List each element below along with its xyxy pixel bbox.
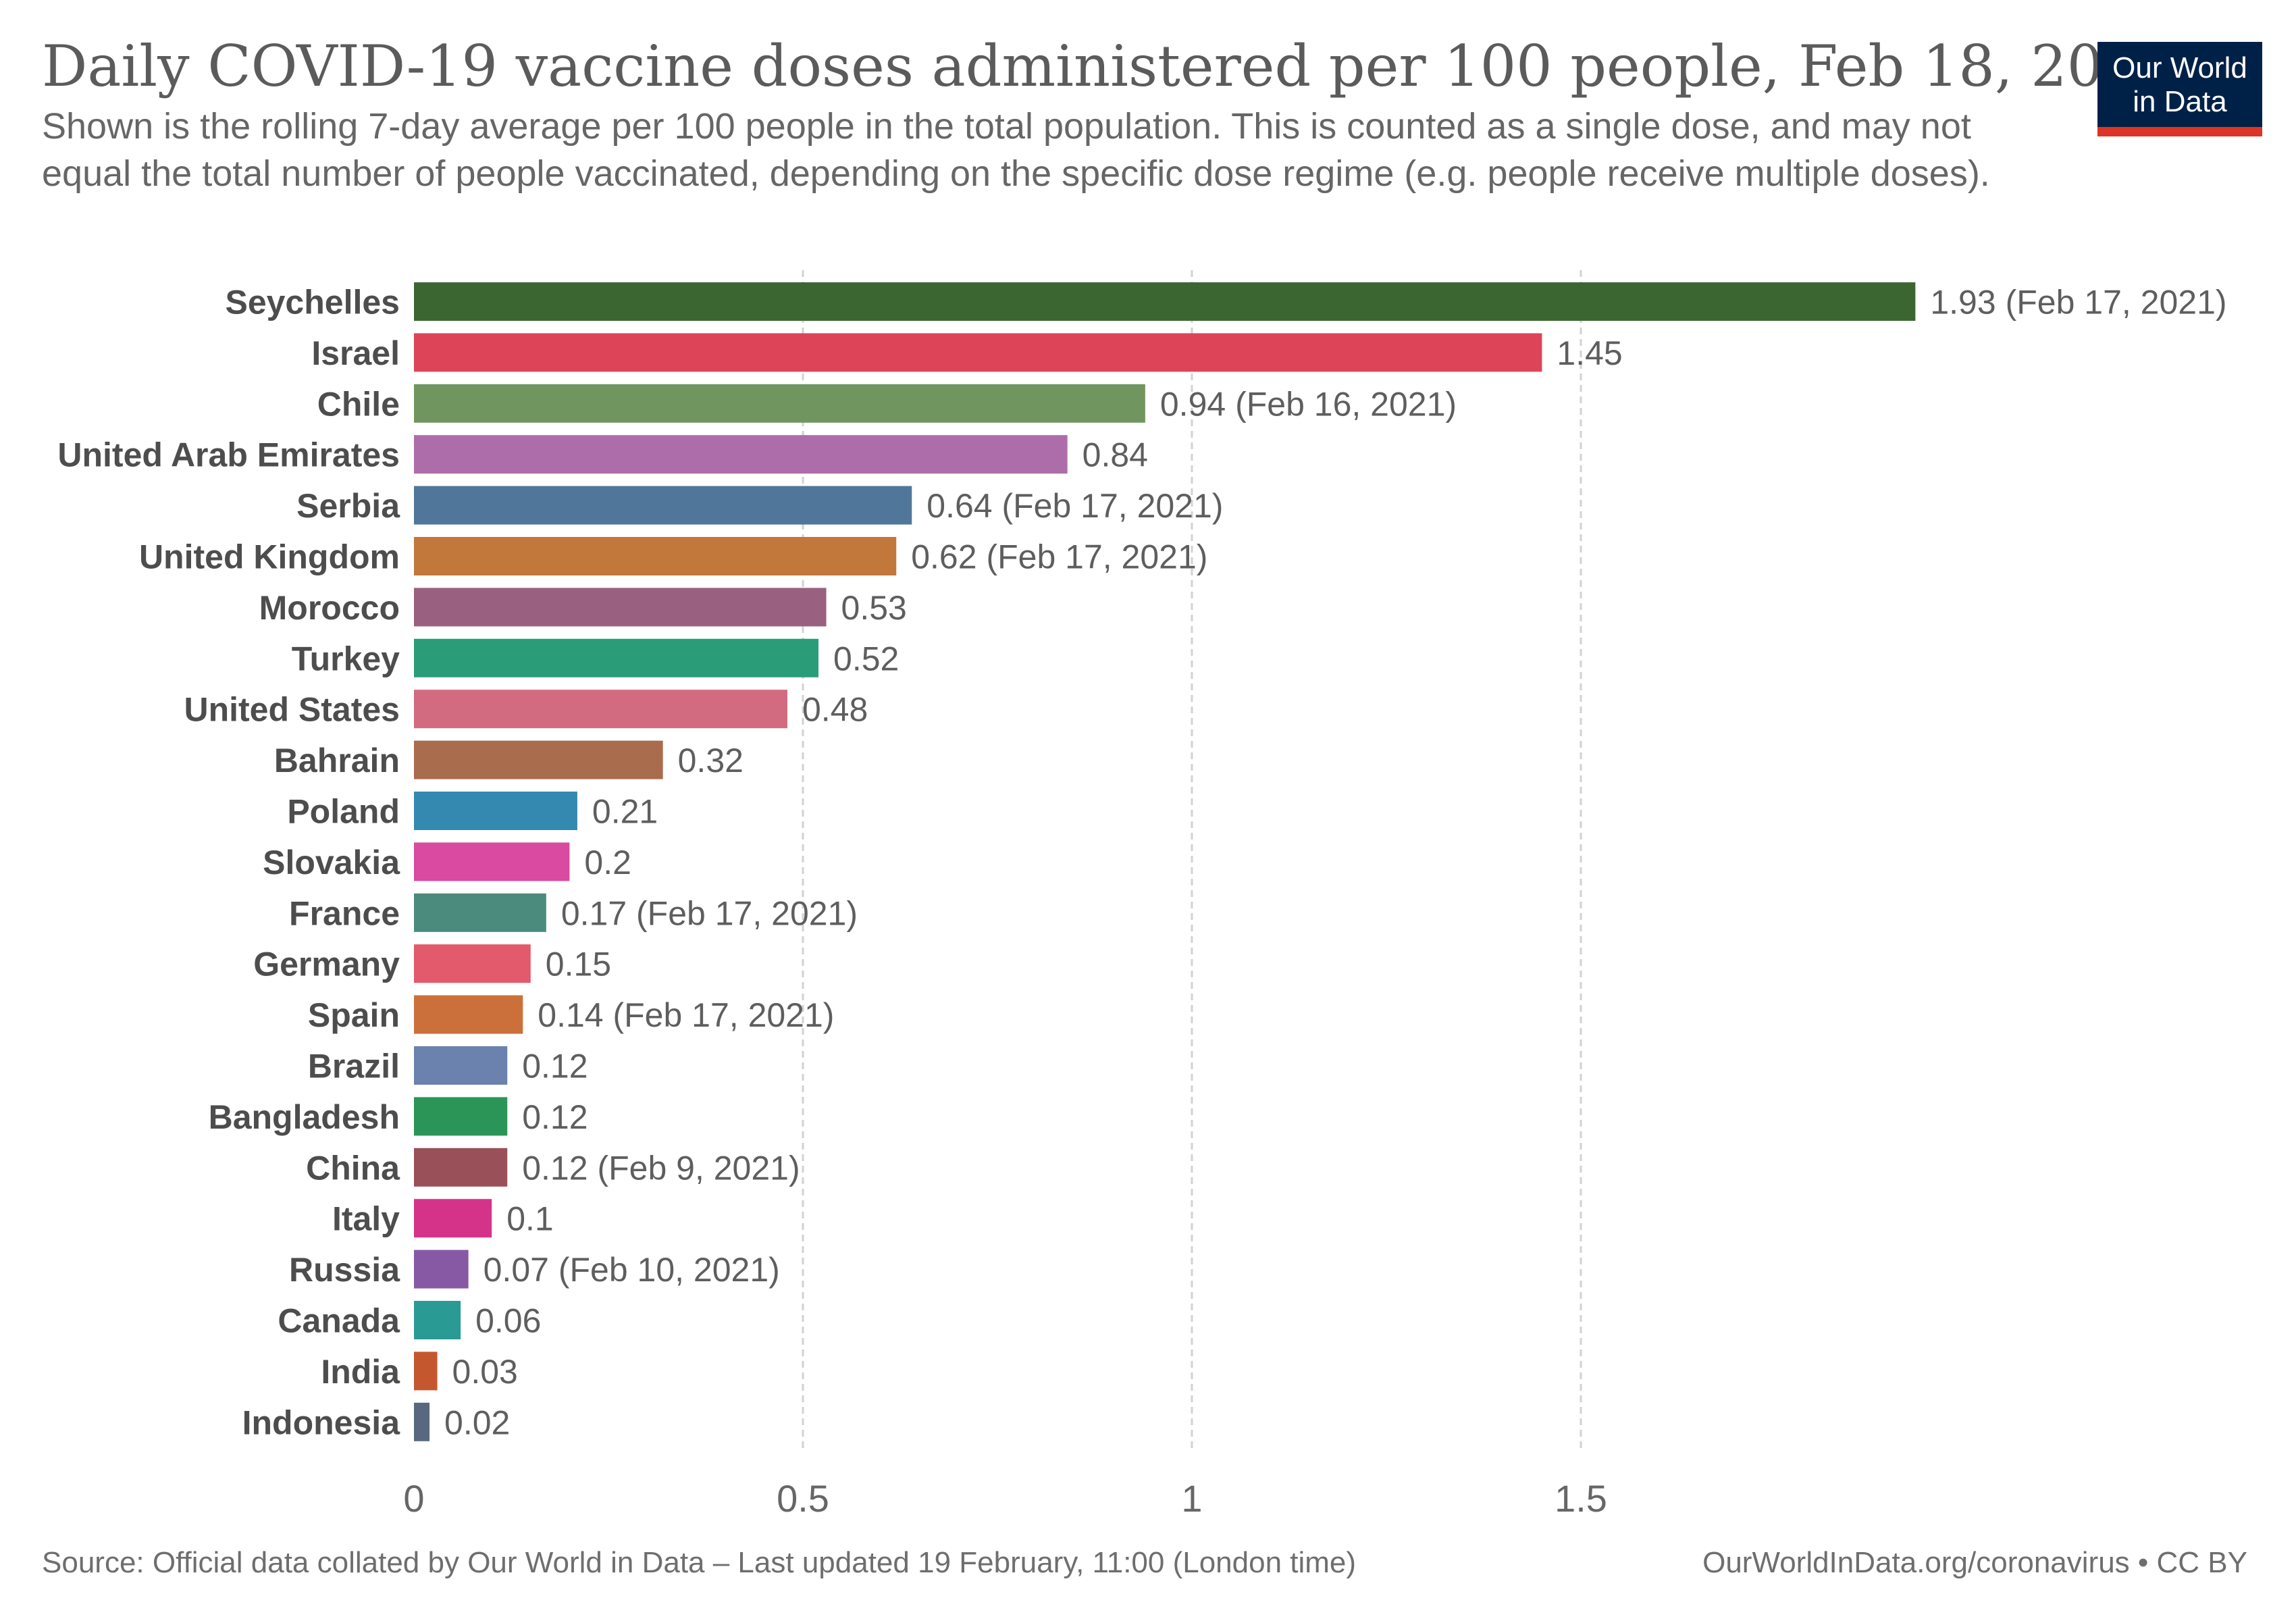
owid-logo[interactable]: Our World in Data: [2097, 42, 2262, 136]
value-label: 0.15: [546, 946, 611, 983]
x-tick-label: 0.5: [777, 1477, 829, 1520]
value-label: 0.84: [1082, 436, 1148, 474]
license-link[interactable]: OurWorldInData.org/coronavirus • CC BY: [1702, 1546, 2247, 1579]
bar[interactable]: [414, 1097, 508, 1136]
logo-line-2: in Data: [2133, 85, 2227, 118]
value-label: 0.12 (Feb 9, 2021): [522, 1149, 800, 1187]
x-tick-label: 1: [1181, 1477, 1202, 1520]
category-label[interactable]: Poland: [287, 793, 400, 831]
category-label[interactable]: China: [306, 1149, 400, 1187]
chart-title: Daily COVID-19 vaccine doses administere…: [42, 33, 2176, 99]
category-label[interactable]: Slovakia: [263, 844, 400, 881]
category-label[interactable]: Germany: [253, 946, 400, 983]
value-label: 0.48: [802, 691, 868, 729]
bar[interactable]: [414, 1148, 508, 1187]
bar[interactable]: [414, 537, 897, 575]
category-label[interactable]: Russia: [289, 1251, 400, 1289]
bar[interactable]: [414, 333, 1542, 372]
category-label[interactable]: United Arab Emirates: [57, 436, 400, 474]
category-label[interactable]: Turkey: [292, 640, 400, 677]
value-label: 1.45: [1557, 334, 1622, 372]
source-note: Source: Official data collated by Our Wo…: [42, 1546, 1357, 1579]
value-label: 0.2: [584, 844, 631, 881]
value-label: 0.62 (Feb 17, 2021): [911, 538, 1207, 576]
category-label[interactable]: United States: [184, 691, 400, 729]
category-label[interactable]: Chile: [317, 385, 400, 423]
value-label: 1.93 (Feb 17, 2021): [1930, 284, 2226, 321]
bar[interactable]: [414, 740, 663, 779]
bar[interactable]: [414, 1402, 430, 1441]
bar[interactable]: [414, 1250, 469, 1289]
value-label: 0.17 (Feb 17, 2021): [561, 894, 858, 932]
x-axis-ticks: 0 0.5 1 1.5: [403, 1477, 1607, 1520]
x-tick-label: 1.5: [1555, 1477, 1607, 1520]
bars: [414, 282, 1916, 1441]
bar[interactable]: [414, 638, 819, 677]
x-tick-label: 0: [403, 1477, 424, 1520]
bar[interactable]: [414, 1199, 492, 1238]
category-label[interactable]: Spain: [308, 996, 400, 1034]
category-label[interactable]: Brazil: [308, 1048, 400, 1085]
value-label: 0.12: [522, 1098, 588, 1136]
value-label: 0.21: [592, 793, 658, 831]
bar[interactable]: [414, 995, 523, 1034]
bar[interactable]: [414, 1301, 461, 1339]
bar[interactable]: [414, 690, 787, 729]
bar[interactable]: [414, 944, 531, 983]
value-label: 0.1: [506, 1200, 554, 1238]
category-label[interactable]: India: [321, 1353, 400, 1391]
bar[interactable]: [414, 282, 1916, 321]
value-label: 0.02: [444, 1404, 510, 1441]
value-label: 0.07 (Feb 10, 2021): [484, 1251, 780, 1289]
logo-stripe: [2097, 127, 2262, 136]
value-label: 0.06: [475, 1302, 541, 1340]
value-label: 0.12: [522, 1048, 588, 1085]
bar[interactable]: [414, 792, 577, 830]
value-label: 0.14 (Feb 17, 2021): [538, 996, 834, 1034]
chart-subtitle: Shown is the rolling 7-day average per 1…: [42, 106, 1990, 194]
bar[interactable]: [414, 893, 546, 932]
bar[interactable]: [414, 588, 827, 627]
category-label[interactable]: Morocco: [259, 589, 400, 627]
category-label[interactable]: Indonesia: [242, 1404, 401, 1441]
value-label: 0.03: [452, 1353, 518, 1391]
bar[interactable]: [414, 1352, 438, 1391]
category-label[interactable]: Israel: [311, 334, 400, 372]
category-label[interactable]: Bangladesh: [209, 1098, 400, 1136]
category-label[interactable]: France: [289, 894, 400, 932]
bar[interactable]: [414, 435, 1068, 474]
bar[interactable]: [414, 486, 912, 525]
category-label[interactable]: Canada: [278, 1302, 400, 1340]
category-label[interactable]: Serbia: [296, 487, 400, 525]
value-label: 0.32: [678, 742, 743, 779]
value-label: 0.52: [833, 640, 899, 677]
logo-line-1: Our World: [2112, 51, 2247, 84]
category-labels: Seychelles Israel Chile United Arab Emirate…: [57, 284, 400, 1442]
bar[interactable]: [414, 384, 1145, 423]
category-label[interactable]: Italy: [332, 1200, 400, 1238]
category-label[interactable]: Bahrain: [274, 742, 400, 779]
value-labels: 1.93 (Feb 17, 2021) 1.45 0.94 (Feb 16, 202…: [444, 284, 2227, 1442]
category-label[interactable]: Seychelles: [225, 284, 400, 321]
bar[interactable]: [414, 1046, 508, 1085]
value-label: 0.94 (Feb 16, 2021): [1160, 385, 1457, 423]
bar[interactable]: [414, 842, 570, 881]
value-label: 0.53: [841, 589, 907, 627]
value-label: 0.64 (Feb 17, 2021): [927, 487, 1223, 525]
category-label[interactable]: United Kingdom: [139, 538, 400, 576]
